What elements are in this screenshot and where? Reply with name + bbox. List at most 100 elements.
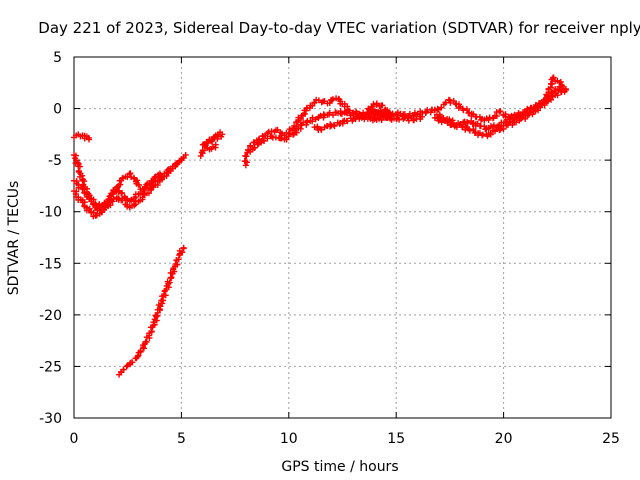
plot-area [71,74,569,378]
y-tick-label: -30 [39,411,62,427]
data-point-interp [174,261,181,268]
data-point-interp [434,105,441,112]
y-tick-label: -20 [39,308,62,324]
data-point [418,113,425,120]
data-point-interp [352,116,359,123]
x-tick-label: 25 [602,431,620,447]
data-point [109,190,116,197]
data-point-interp [369,106,376,113]
data-point [180,244,187,251]
data-point-interp [447,99,454,106]
data-point-interp [241,158,248,165]
data-point-interp [378,117,385,124]
x-tick-label: 10 [280,431,298,447]
data-point-interp [137,348,144,355]
y-tick-label: -25 [39,359,62,375]
data-point-interp [329,96,336,103]
data-point-interp [470,126,477,133]
data-point-interp [380,111,387,118]
data-point-interp [166,279,173,286]
data-point-interp [140,345,147,352]
data-point-interp [242,152,249,159]
data-point-interp [544,92,551,99]
data-point-interp [145,185,152,192]
data-point [212,141,219,148]
data-point-interp [339,120,346,127]
data-point-interp [134,177,141,184]
data-point-interp [438,104,445,111]
data-point-interp [150,319,157,326]
data-point-interp [464,119,471,126]
data-point-interp [343,109,350,116]
data-point-interp [179,249,186,256]
data-point-interp [411,109,418,116]
data-point-interp [357,112,364,119]
y-tick-label: -15 [39,256,62,272]
axes: 0 5 10 15 20 25 -30 -25 -20 -15 -10 -5 0 5 [39,50,620,447]
y-axis-label: SDTVAR / TECUs [6,181,22,296]
data-point-interp [326,109,333,116]
y-tick-label: 5 [53,50,62,66]
data-point [328,97,335,104]
data-point-interp [331,123,338,130]
data-point-interp [379,102,386,109]
data-point-interp [76,163,83,170]
data-point-interp [502,111,509,118]
data-point-interp [261,138,268,145]
x-tick-label: 5 [177,431,186,447]
data-point-interp [134,353,141,360]
y-tick-label: 0 [53,102,62,118]
data-point-interp [396,116,403,123]
data-point-interp [376,110,383,117]
data-point-interp [201,141,208,148]
data-point-interp [435,117,442,124]
data-point-interp [170,266,177,273]
data-point-interp [438,119,445,126]
y-tick-label: -10 [39,205,62,221]
data-point-interp [127,170,134,177]
data-point [384,114,391,121]
data-point-interp [318,126,325,133]
data-point-interp [79,172,86,179]
data-point-interp [427,109,434,116]
data-point-interp [463,106,470,113]
data-point-interp [542,97,549,104]
data-point-interp [406,110,413,117]
data-point-interp [278,135,285,142]
data-point [86,136,93,143]
data-point-interp [129,359,136,366]
data-point-interp [451,123,458,130]
data-point-interp [86,192,93,199]
data-point-interp [162,292,169,299]
data-point [562,85,569,92]
data-point-interp [123,363,130,370]
plot-frame [73,56,612,419]
data-point [356,113,363,120]
data-point [264,135,271,142]
data-point-interp [251,144,258,151]
data-point-interp [156,306,163,313]
data-point-interp [106,193,113,200]
chart-title: Day 221 of 2023, Sidereal Day-to-day VTE… [38,19,640,37]
data-point-interp [337,108,344,115]
data-point-interp [86,205,93,212]
data-point-interp [550,74,557,81]
data-point-interp [460,121,467,128]
data-point-interp [309,114,316,121]
data-point-interp [199,147,206,154]
data-point-interp [554,92,561,99]
data-point-interp [160,297,167,304]
data-point-interp [93,212,100,219]
data-point-interp [466,127,473,134]
y-tick-label: -5 [48,153,62,169]
data-point [479,132,486,139]
data-point-interp [497,108,504,115]
data-point-interp [370,109,377,116]
data-point-interp [148,328,155,335]
x-tick-label: 20 [495,431,513,447]
data-point-interp [338,110,345,117]
data-point-interp [119,189,126,196]
data-point-interp [81,178,88,185]
data-point [268,133,275,140]
